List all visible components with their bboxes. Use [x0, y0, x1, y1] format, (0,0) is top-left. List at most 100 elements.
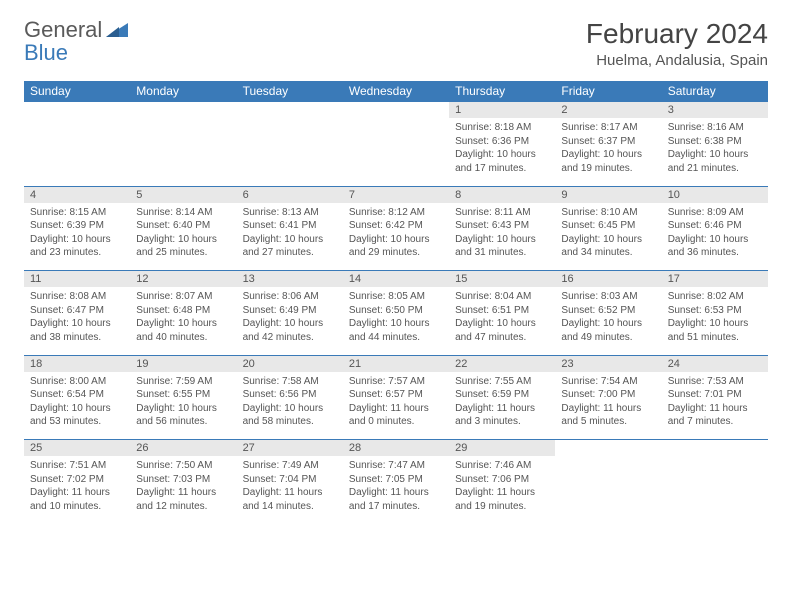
- sunset-text: Sunset: 6:39 PM: [30, 220, 104, 231]
- day-number-cell: 25: [24, 440, 130, 457]
- sunrise-text: Sunrise: 7:47 AM: [349, 460, 425, 471]
- day-number-row: 11121314151617: [24, 271, 768, 288]
- sunrise-text: Sunrise: 8:11 AM: [455, 207, 530, 218]
- day-number-cell: 5: [130, 186, 236, 203]
- daylight-text: Daylight: 11 hours and 17 minutes.: [349, 487, 429, 512]
- day-content-cell: Sunrise: 7:47 AMSunset: 7:05 PMDaylight:…: [343, 456, 449, 524]
- sunset-text: Sunset: 6:41 PM: [243, 220, 317, 231]
- sunset-text: Sunset: 6:38 PM: [668, 136, 742, 147]
- day-number-row: 45678910: [24, 186, 768, 203]
- day-content-cell: Sunrise: 8:02 AMSunset: 6:53 PMDaylight:…: [662, 287, 768, 355]
- day-content-row: Sunrise: 8:15 AM Sunset: 6:39 PM Daylight:…: [24, 203, 768, 271]
- day-number-cell: [237, 102, 343, 119]
- sunset-text: Sunset: 7:06 PM: [455, 474, 529, 485]
- sunset-text: Sunset: 6:45 PM: [561, 220, 635, 231]
- sunset-text: Sunset: 6:48 PM: [136, 305, 210, 316]
- title-block: February 2024 Huelma, Andalusia, Spain: [586, 18, 768, 69]
- day-content-cell: Sunrise: 7:53 AMSunset: 7:01 PMDaylight:…: [662, 372, 768, 440]
- daylight-text: Daylight: 10 hours and 25 minutes.: [136, 234, 217, 259]
- sunrise-text: Sunrise: 8:03 AM: [561, 291, 637, 302]
- sunrise-text: Sunrise: 8:14 AM: [136, 207, 212, 218]
- day-number-cell: 10: [662, 186, 768, 203]
- day-content-row: Sunrise: 7:51 AMSunset: 7:02 PMDaylight:…: [24, 456, 768, 524]
- day-number-cell: 13: [237, 271, 343, 288]
- sunrise-text: Sunrise: 8:12 AM: [349, 207, 425, 218]
- weekday-header: Sunday: [24, 81, 130, 102]
- weekday-header-row: Sunday Monday Tuesday Wednesday Thursday…: [24, 81, 768, 102]
- day-number-row: 2526272829: [24, 440, 768, 457]
- day-content-cell: Sunrise: 8:09 AMSunset: 6:46 PMDaylight:…: [662, 203, 768, 271]
- daylight-text: Daylight: 10 hours and 40 minutes.: [136, 318, 217, 343]
- daylight-text: Daylight: 10 hours and 27 minutes.: [243, 234, 324, 259]
- weekday-header: Saturday: [662, 81, 768, 102]
- day-number-cell: 19: [130, 355, 236, 372]
- day-content-cell: Sunrise: 8:05 AMSunset: 6:50 PMDaylight:…: [343, 287, 449, 355]
- sunrise-text: Sunrise: 7:51 AM: [30, 460, 106, 471]
- day-number-cell: 24: [662, 355, 768, 372]
- day-content-row: Sunrise: 8:08 AMSunset: 6:47 PMDaylight:…: [24, 287, 768, 355]
- sunrise-text: Sunrise: 8:07 AM: [136, 291, 212, 302]
- daylight-text: Daylight: 10 hours and 53 minutes.: [30, 403, 111, 428]
- logo-triangle-icon: [106, 18, 128, 41]
- sunset-text: Sunset: 6:52 PM: [561, 305, 635, 316]
- day-number-cell: 23: [555, 355, 661, 372]
- sunset-text: Sunset: 6:42 PM: [349, 220, 423, 231]
- day-number-cell: 16: [555, 271, 661, 288]
- sunrise-text: Sunrise: 7:50 AM: [136, 460, 212, 471]
- sunset-text: Sunset: 6:51 PM: [455, 305, 529, 316]
- daylight-text: Daylight: 10 hours and 34 minutes.: [561, 234, 642, 259]
- daylight-text: Daylight: 10 hours and 51 minutes.: [668, 318, 749, 343]
- day-content-cell: Sunrise: 8:11 AM Sunset: 6:43 PM Daylight:…: [449, 203, 555, 271]
- logo: GeneralBlue: [24, 18, 128, 64]
- day-number-cell: 20: [237, 355, 343, 372]
- day-number-cell: 1: [449, 102, 555, 119]
- sunset-text: Sunset: 6:36 PM: [455, 136, 529, 147]
- day-content-cell: Sunrise: 8:16 AMSunset: 6:38 PMDaylight:…: [662, 118, 768, 186]
- day-content-cell: Sunrise: 8:00 AM Sunset: 6:54 PM Daylight:…: [24, 372, 130, 440]
- sunrise-text: Sunrise: 8:05 AM: [349, 291, 425, 302]
- day-content-cell: [24, 118, 130, 186]
- day-number-cell: 28: [343, 440, 449, 457]
- day-number-cell: 29: [449, 440, 555, 457]
- weekday-header: Monday: [130, 81, 236, 102]
- daylight-text: Daylight: 10 hours and 56 minutes.: [136, 403, 217, 428]
- day-content-cell: Sunrise: 8:10 AM Sunset: 6:45 PM Daylight:…: [555, 203, 661, 271]
- day-number-cell: 6: [237, 186, 343, 203]
- sunrise-text: Sunrise: 7:46 AM: [455, 460, 531, 471]
- sunrise-text: Sunrise: 8:18 AM: [455, 122, 531, 133]
- daylight-text: Daylight: 11 hours and 12 minutes.: [136, 487, 216, 512]
- sunset-text: Sunset: 6:54 PM: [30, 389, 104, 400]
- weekday-header: Tuesday: [237, 81, 343, 102]
- daylight-text: Daylight: 10 hours and 29 minutes.: [349, 234, 430, 259]
- day-number-row: 123: [24, 102, 768, 119]
- logo-text-general: General: [24, 18, 102, 41]
- sunset-text: Sunset: 7:03 PM: [136, 474, 210, 485]
- day-number-cell: [24, 102, 130, 119]
- day-number-cell: 27: [237, 440, 343, 457]
- sunset-text: Sunset: 6:55 PM: [136, 389, 210, 400]
- day-number-cell: 12: [130, 271, 236, 288]
- sunrise-text: Sunrise: 8:10 AM: [561, 207, 637, 218]
- sunrise-text: Sunrise: 8:15 AM: [30, 207, 106, 218]
- day-content-cell: Sunrise: 7:58 AMSunset: 6:56 PMDaylight:…: [237, 372, 343, 440]
- sunrise-text: Sunrise: 8:00 AM: [30, 376, 106, 387]
- daylight-text: Daylight: 11 hours and 0 minutes.: [349, 403, 429, 428]
- logo-text-blue: Blue: [24, 41, 128, 64]
- sunset-text: Sunset: 7:01 PM: [668, 389, 742, 400]
- sunset-text: Sunset: 6:43 PM: [455, 220, 529, 231]
- daylight-text: Daylight: 10 hours and 47 minutes.: [455, 318, 536, 343]
- day-number-cell: 7: [343, 186, 449, 203]
- day-number-cell: 18: [24, 355, 130, 372]
- daylight-text: Daylight: 10 hours and 38 minutes.: [30, 318, 111, 343]
- sunset-text: Sunset: 6:56 PM: [243, 389, 317, 400]
- day-number-cell: 22: [449, 355, 555, 372]
- sunrise-text: Sunrise: 8:17 AM: [561, 122, 637, 133]
- day-number-cell: 15: [449, 271, 555, 288]
- daylight-text: Daylight: 10 hours and 31 minutes.: [455, 234, 536, 259]
- sunrise-text: Sunrise: 7:59 AM: [136, 376, 212, 387]
- day-content-cell: Sunrise: 8:04 AMSunset: 6:51 PMDaylight:…: [449, 287, 555, 355]
- page-title: February 2024: [586, 18, 768, 50]
- sunset-text: Sunset: 6:47 PM: [30, 305, 104, 316]
- day-content-cell: Sunrise: 8:07 AM Sunset: 6:48 PM Daylight:…: [130, 287, 236, 355]
- day-number-cell: 4: [24, 186, 130, 203]
